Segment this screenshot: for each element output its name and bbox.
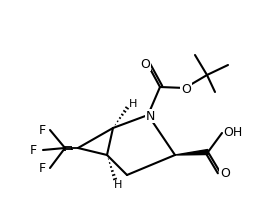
Text: N: N xyxy=(145,110,155,123)
Text: F: F xyxy=(39,123,45,136)
Text: O: O xyxy=(220,166,230,179)
Text: O: O xyxy=(181,82,191,95)
Text: F: F xyxy=(30,144,36,157)
Text: H: H xyxy=(129,99,137,109)
Text: F: F xyxy=(39,162,45,174)
Text: OH: OH xyxy=(223,125,243,138)
Polygon shape xyxy=(175,149,208,155)
Text: O: O xyxy=(140,58,150,71)
Text: H: H xyxy=(114,180,122,190)
